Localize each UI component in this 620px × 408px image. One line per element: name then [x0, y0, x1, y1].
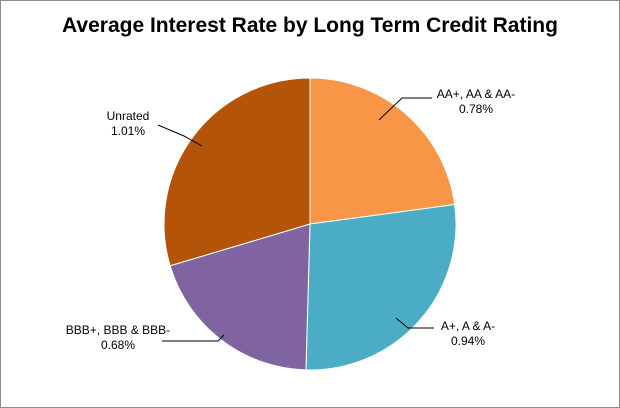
data-labels: AA+, AA & AA-0.78% A+, A & A-0.94% BBB+, B…	[66, 87, 515, 352]
slice-value-label-3: 1.01%	[111, 124, 145, 138]
slice-value-label-1: 0.94%	[451, 334, 485, 348]
leader-line-3	[157, 124, 203, 147]
slice-value-label-0: 0.78%	[459, 102, 493, 116]
chart-title: Average Interest Rate by Long Term Credi…	[62, 14, 558, 37]
slice-label-0: AA+, AA & AA-	[437, 87, 515, 101]
pie-slices	[163, 77, 457, 371]
slice-label-1: A+, A & A-	[441, 319, 495, 333]
pie-slice-1	[305, 203, 457, 371]
pie-slice-2	[169, 223, 311, 371]
leader-line-0	[378, 97, 432, 121]
leader-lines	[157, 97, 434, 342]
slice-label-3: Unrated	[107, 109, 150, 123]
slice-label-2: BBB+, BBB & BBB-	[66, 323, 170, 337]
pie-slice-3	[163, 77, 311, 267]
slice-value-label-2: 0.68%	[101, 338, 135, 352]
leader-line-2	[162, 334, 225, 342]
pie-slice-0	[309, 77, 456, 225]
leader-line-1	[395, 317, 434, 329]
